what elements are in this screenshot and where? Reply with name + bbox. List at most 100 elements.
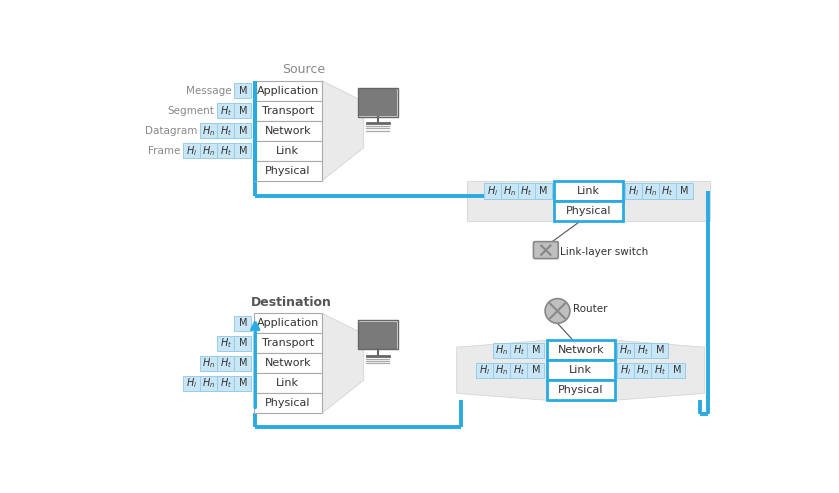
Text: Network: Network — [264, 126, 311, 136]
Text: $H_l$: $H_l$ — [186, 377, 197, 390]
FancyBboxPatch shape — [183, 376, 201, 391]
FancyBboxPatch shape — [642, 183, 659, 199]
Text: Application: Application — [257, 318, 319, 328]
Text: Transport: Transport — [262, 106, 314, 116]
Text: $H_n$: $H_n$ — [644, 184, 657, 198]
FancyBboxPatch shape — [234, 316, 252, 331]
Polygon shape — [615, 340, 705, 400]
Text: $H_n$: $H_n$ — [202, 377, 216, 390]
FancyBboxPatch shape — [217, 336, 234, 351]
Text: Destination: Destination — [251, 296, 332, 309]
Text: M: M — [539, 186, 548, 196]
FancyBboxPatch shape — [217, 103, 234, 118]
Polygon shape — [322, 313, 364, 413]
FancyBboxPatch shape — [676, 183, 693, 199]
Text: Physical: Physical — [265, 166, 310, 176]
FancyBboxPatch shape — [618, 343, 634, 358]
FancyBboxPatch shape — [518, 183, 535, 199]
FancyBboxPatch shape — [476, 362, 493, 378]
Text: $H_n$: $H_n$ — [202, 144, 216, 158]
Polygon shape — [456, 340, 547, 400]
Text: M: M — [655, 345, 664, 355]
FancyBboxPatch shape — [555, 201, 623, 221]
Text: M: M — [532, 345, 540, 355]
Text: Physical: Physical — [265, 398, 310, 408]
FancyBboxPatch shape — [359, 89, 396, 115]
FancyBboxPatch shape — [357, 320, 398, 350]
FancyBboxPatch shape — [493, 362, 510, 378]
Polygon shape — [466, 181, 555, 221]
Text: Link: Link — [577, 186, 600, 196]
Text: M: M — [238, 318, 247, 328]
Text: $H_t$: $H_t$ — [220, 336, 232, 350]
Text: Frame: Frame — [148, 146, 180, 156]
Text: M: M — [238, 338, 247, 348]
Text: $H_t$: $H_t$ — [220, 144, 232, 158]
Text: Router: Router — [573, 304, 607, 315]
Text: $H_t$: $H_t$ — [220, 124, 232, 138]
FancyBboxPatch shape — [217, 143, 234, 158]
FancyBboxPatch shape — [527, 343, 545, 358]
FancyBboxPatch shape — [234, 123, 252, 139]
Text: Link: Link — [569, 365, 592, 375]
Text: $H_n$: $H_n$ — [503, 184, 516, 198]
Text: $H_n$: $H_n$ — [495, 363, 508, 377]
Text: Transport: Transport — [262, 338, 314, 348]
FancyBboxPatch shape — [618, 362, 634, 378]
FancyBboxPatch shape — [217, 355, 234, 371]
FancyBboxPatch shape — [659, 183, 676, 199]
Text: Message: Message — [185, 86, 232, 96]
Text: Link-layer switch: Link-layer switch — [560, 246, 648, 257]
Text: M: M — [238, 126, 247, 136]
Text: $H_n$: $H_n$ — [202, 124, 216, 138]
Text: $H_l$: $H_l$ — [620, 363, 631, 377]
Text: $H_t$: $H_t$ — [661, 184, 674, 198]
Text: Source: Source — [282, 63, 325, 76]
FancyBboxPatch shape — [234, 355, 252, 371]
Polygon shape — [623, 181, 710, 221]
Text: Application: Application — [257, 86, 319, 96]
Text: M: M — [680, 186, 689, 196]
FancyBboxPatch shape — [534, 242, 558, 259]
FancyBboxPatch shape — [201, 355, 217, 371]
Text: $H_t$: $H_t$ — [220, 104, 232, 118]
FancyBboxPatch shape — [359, 322, 396, 348]
Text: Physical: Physical — [558, 385, 603, 395]
FancyBboxPatch shape — [253, 393, 322, 413]
FancyBboxPatch shape — [253, 81, 322, 101]
Text: $H_t$: $H_t$ — [220, 377, 232, 390]
FancyBboxPatch shape — [547, 360, 615, 380]
Text: M: M — [532, 365, 540, 375]
FancyBboxPatch shape — [634, 343, 651, 358]
Text: $H_l$: $H_l$ — [479, 363, 490, 377]
FancyBboxPatch shape — [201, 123, 217, 139]
Polygon shape — [322, 81, 364, 181]
Text: $H_n$: $H_n$ — [636, 363, 649, 377]
Text: $H_l$: $H_l$ — [628, 184, 639, 198]
FancyBboxPatch shape — [234, 103, 252, 118]
Text: Datagram: Datagram — [144, 126, 197, 136]
FancyBboxPatch shape — [217, 376, 234, 391]
FancyBboxPatch shape — [493, 343, 510, 358]
FancyBboxPatch shape — [547, 340, 615, 360]
FancyBboxPatch shape — [253, 101, 322, 121]
FancyBboxPatch shape — [253, 121, 322, 141]
Text: Segment: Segment — [167, 106, 214, 116]
FancyBboxPatch shape — [183, 143, 201, 158]
FancyBboxPatch shape — [234, 143, 252, 158]
Text: Network: Network — [264, 358, 311, 368]
Text: $H_t$: $H_t$ — [513, 363, 525, 377]
Text: M: M — [673, 365, 681, 375]
Text: Link: Link — [276, 146, 300, 156]
FancyBboxPatch shape — [669, 362, 685, 378]
Text: $H_t$: $H_t$ — [520, 184, 533, 198]
FancyBboxPatch shape — [634, 362, 651, 378]
Text: $H_t$: $H_t$ — [513, 343, 525, 357]
Text: $H_l$: $H_l$ — [487, 184, 498, 198]
FancyBboxPatch shape — [510, 343, 527, 358]
Text: Link: Link — [276, 378, 300, 388]
Text: $H_t$: $H_t$ — [637, 343, 649, 357]
FancyBboxPatch shape — [253, 141, 322, 161]
FancyBboxPatch shape — [357, 88, 398, 117]
FancyBboxPatch shape — [651, 362, 669, 378]
